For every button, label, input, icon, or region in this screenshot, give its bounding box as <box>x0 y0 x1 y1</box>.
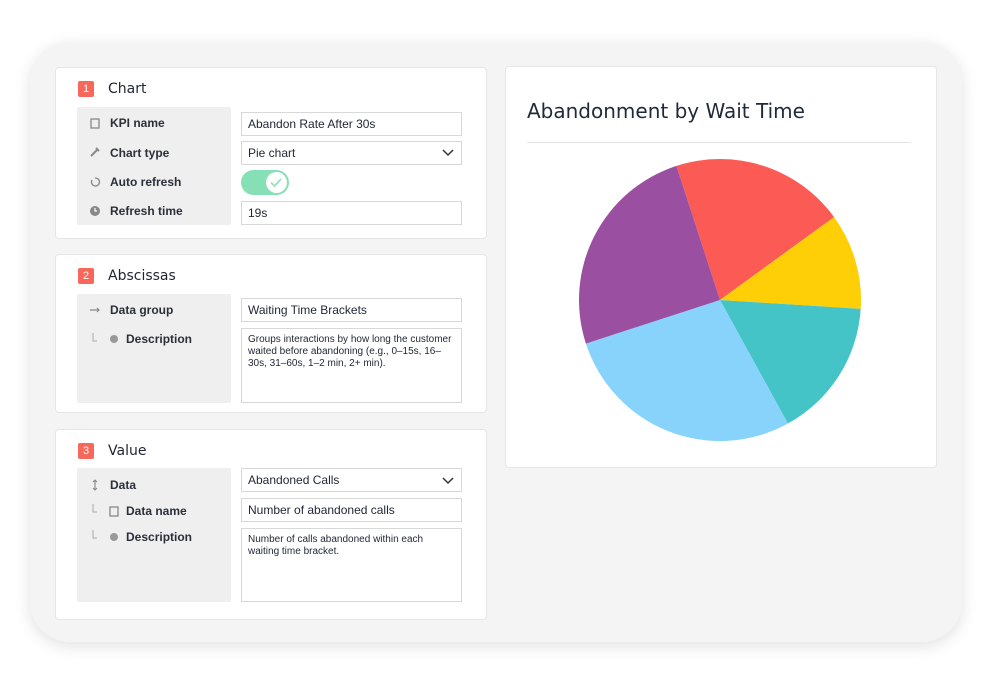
field-label: Data <box>110 478 137 492</box>
badge: 3 <box>78 443 94 459</box>
text-input[interactable]: 19s <box>241 201 462 225</box>
select[interactable]: Abandoned Calls <box>241 468 462 492</box>
toggle-knob <box>266 172 287 193</box>
textarea[interactable]: Number of calls abandoned within each wa… <box>241 528 462 602</box>
divider <box>527 142 911 143</box>
icon <box>92 479 98 491</box>
field-label: KPI name <box>110 116 165 130</box>
icon <box>90 307 100 313</box>
pie-slice <box>579 165 720 344</box>
icon <box>110 533 118 541</box>
field-label: Data group <box>110 303 174 317</box>
text-input[interactable]: Number of abandoned calls <box>241 498 462 522</box>
chevron <box>442 149 454 157</box>
badge: 1 <box>78 81 94 97</box>
chevron <box>442 477 454 485</box>
label-column <box>77 107 231 225</box>
text-input[interactable]: Waiting Time Brackets <box>241 298 462 322</box>
textarea[interactable]: Groups interactions by how long the cust… <box>241 328 462 403</box>
tree-line <box>92 333 97 342</box>
toggle[interactable] <box>241 170 289 195</box>
field-label: Description <box>126 332 193 346</box>
text-input[interactable]: Abandon Rate After 30s <box>241 112 462 136</box>
badge: 2 <box>78 268 94 284</box>
section-title: Value <box>108 443 147 459</box>
field-label: Auto refresh <box>110 175 182 189</box>
field-label: Data name <box>126 504 187 518</box>
pie-chart <box>579 159 861 441</box>
chart-title: Abandonment by Wait Time <box>527 99 805 123</box>
field-label: Refresh time <box>110 204 183 218</box>
icon <box>90 177 101 187</box>
section-title: Chart <box>108 81 147 97</box>
field-label: Chart type <box>110 146 170 160</box>
icon <box>110 335 118 343</box>
label-column <box>77 468 231 602</box>
label-column <box>77 294 231 403</box>
pie-slice <box>720 217 861 309</box>
icon <box>90 118 100 129</box>
pie-slice <box>585 300 788 441</box>
pie-slice <box>676 159 835 300</box>
pie-slice <box>720 300 861 424</box>
tree-line <box>92 504 97 513</box>
tree-line <box>92 530 97 539</box>
check <box>270 178 282 188</box>
select[interactable]: Pie chart <box>241 141 462 165</box>
icon <box>109 506 119 517</box>
section-title: Abscissas <box>108 268 176 284</box>
field-label: Description <box>126 530 193 544</box>
icon <box>90 147 100 157</box>
icon <box>90 206 100 216</box>
